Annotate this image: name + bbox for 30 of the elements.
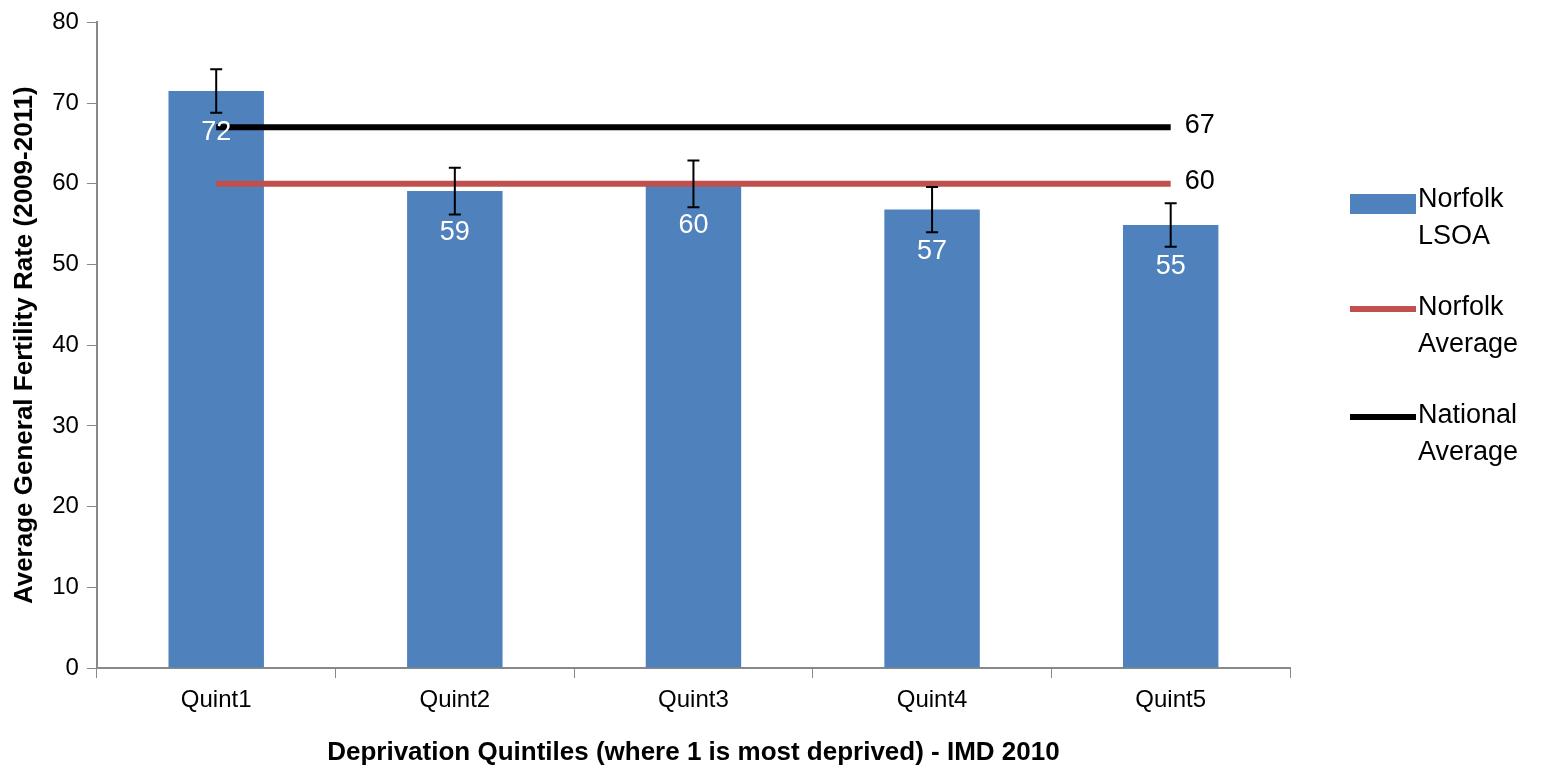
y-axis-title: Average General Fertility Rate (2009-2011) [7, 86, 38, 605]
data-label: 60 [1184, 165, 1215, 196]
data-label: 67 [1184, 108, 1215, 139]
y-tick-label: 50 [52, 249, 79, 277]
y-tick-label: 80 [52, 7, 79, 35]
data-label: 60 [678, 208, 709, 239]
data-label: 55 [1155, 249, 1186, 280]
bar [407, 191, 503, 668]
y-tick-label: 60 [52, 168, 79, 196]
y-tick-label: 30 [52, 410, 79, 438]
data-label: 57 [917, 234, 948, 265]
x-tick-label: Quint4 [896, 685, 968, 713]
y-tick-label: 70 [52, 87, 79, 115]
x-tick-label: Quint5 [1135, 685, 1207, 713]
x-tick-label: Quint2 [419, 685, 491, 713]
data-label: 59 [439, 216, 470, 247]
legend-label: Norfolk Average [1418, 290, 1520, 360]
bar [168, 91, 264, 668]
legend-label: National Average [1418, 398, 1520, 468]
x-tick-label: Quint1 [180, 685, 252, 713]
y-tick-label: 20 [52, 491, 79, 519]
x-tick-label: Quint3 [658, 685, 729, 713]
y-tick-label: 40 [52, 329, 79, 357]
bar [884, 209, 980, 668]
bar [1122, 224, 1219, 668]
y-tick-label: 10 [52, 571, 79, 599]
legend-label: Norfolk LSOA [1418, 182, 1505, 252]
x-axis-title: Deprivation Quintiles (where 1 is most deprived) - IMD 2010 [327, 735, 1060, 766]
data-label: 72 [201, 115, 232, 146]
y-tick-label: 0 [65, 652, 79, 680]
